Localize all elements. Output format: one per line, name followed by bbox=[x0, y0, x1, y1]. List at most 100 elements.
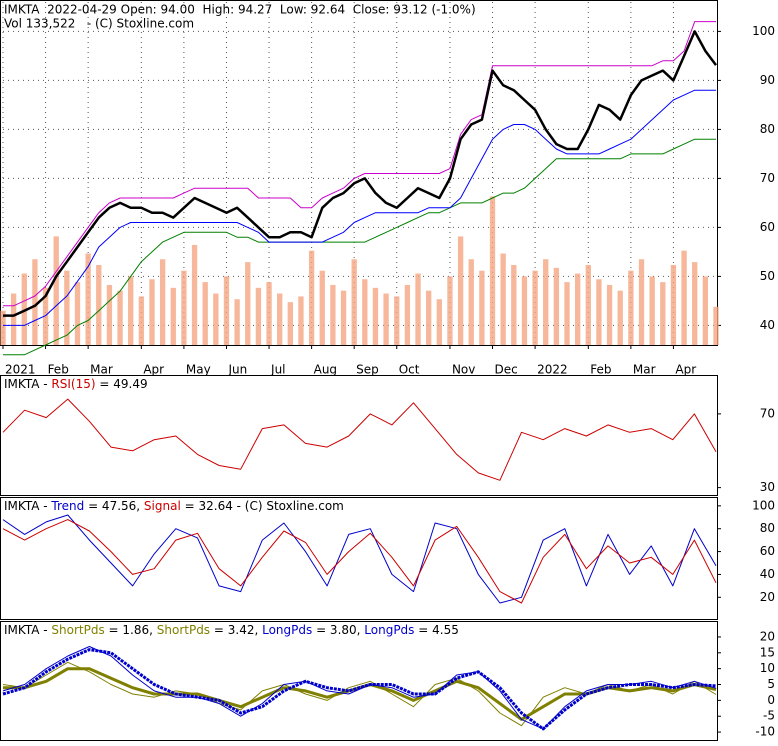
title-part: LongPds bbox=[262, 623, 312, 637]
y-tick-label: 20 bbox=[760, 590, 775, 604]
volume-bar bbox=[564, 282, 570, 345]
volume-bar bbox=[511, 264, 517, 345]
x-tick-label: 2022 bbox=[537, 363, 568, 377]
volume-bar bbox=[0, 310, 6, 345]
x-tick-label: Dec bbox=[495, 363, 518, 377]
panel bbox=[0, 375, 718, 496]
volume-bar bbox=[426, 290, 432, 345]
title-part: ShortPds bbox=[157, 623, 210, 637]
x-tick-label: Feb bbox=[48, 363, 69, 377]
panel bbox=[0, 497, 718, 620]
volume-bar bbox=[596, 279, 602, 345]
series-line bbox=[3, 21, 716, 307]
volume-bar bbox=[553, 267, 560, 345]
x-tick-label: Nov bbox=[452, 363, 475, 377]
title-part: IMKTA - bbox=[4, 499, 51, 513]
volume-bar bbox=[628, 270, 634, 345]
panel-title: IMKTA - RSI(15) = 49.49 bbox=[4, 377, 148, 391]
volume-bar bbox=[298, 296, 304, 345]
panel-title: IMKTA - ShortPds = 1.86, ShortPds = 3.42… bbox=[4, 623, 459, 637]
title-part: IMKTA - bbox=[4, 377, 51, 391]
series-line bbox=[2, 514, 717, 604]
volume-bar bbox=[692, 262, 698, 345]
volume-bar bbox=[383, 293, 389, 345]
y-tick-label: 60 bbox=[760, 544, 775, 558]
x-tick-label: 2021 bbox=[5, 363, 36, 377]
volume-bar bbox=[340, 290, 347, 345]
x-tick-label: Mar bbox=[633, 363, 656, 377]
volume-bar bbox=[223, 276, 230, 345]
volume-bar bbox=[362, 279, 368, 345]
series-line bbox=[3, 89, 716, 326]
y-tick-label: -10 bbox=[755, 725, 775, 739]
y-tick-label: 80 bbox=[760, 122, 775, 136]
x-tick-label: Sep bbox=[356, 363, 379, 377]
volume-bar bbox=[74, 282, 81, 345]
volume-bar bbox=[457, 236, 464, 345]
y-tick-label: 90 bbox=[760, 73, 775, 87]
series-line bbox=[3, 138, 716, 356]
volume-bar bbox=[64, 270, 70, 345]
y-tick-label: 30 bbox=[760, 480, 775, 494]
volume-bar bbox=[202, 282, 208, 345]
volume-bar bbox=[245, 262, 251, 345]
y-tick-label: 100 bbox=[752, 498, 775, 512]
y-tick-label: 50 bbox=[760, 269, 775, 283]
volume-bar bbox=[702, 276, 709, 345]
volume-bar bbox=[447, 276, 453, 345]
volume-bar bbox=[213, 293, 219, 345]
volume-bar bbox=[638, 259, 645, 345]
title-part: = 3.80, bbox=[312, 623, 364, 637]
title-part: Signal bbox=[144, 499, 181, 513]
y-tick-label: 0 bbox=[767, 693, 775, 707]
volume-bar bbox=[42, 287, 49, 345]
volume-bar bbox=[649, 276, 655, 345]
volume-bar bbox=[479, 270, 485, 345]
x-tick-label: Jul bbox=[270, 363, 285, 377]
series-line bbox=[3, 30, 717, 317]
volume-bar bbox=[489, 196, 496, 345]
volume-bar bbox=[617, 290, 623, 345]
volume-bar bbox=[277, 293, 283, 345]
y-tick-label: 15 bbox=[760, 645, 775, 659]
volume-bar bbox=[106, 284, 113, 345]
title-part: IMKTA - bbox=[4, 623, 51, 637]
volume-bar bbox=[149, 279, 155, 345]
y-tick-label: -5 bbox=[763, 709, 775, 723]
volume-bar bbox=[330, 284, 336, 345]
y-tick-label: 20 bbox=[760, 629, 775, 643]
x-tick-label: Jun bbox=[227, 363, 247, 377]
x-tick-label: Aug bbox=[314, 363, 337, 377]
title-part: = 49.49 bbox=[96, 377, 148, 391]
series-line bbox=[2, 519, 717, 604]
volume-bar bbox=[159, 259, 166, 345]
title-part: LongPds bbox=[364, 623, 414, 637]
volume-bar bbox=[681, 250, 687, 345]
title-part: ShortPds bbox=[51, 623, 104, 637]
series-line bbox=[2, 661, 717, 727]
title-part: = 1.86, bbox=[105, 623, 157, 637]
volume-bar bbox=[372, 287, 379, 345]
volume-bar bbox=[394, 296, 400, 345]
volume-bar bbox=[351, 259, 357, 345]
volume-bar bbox=[181, 270, 187, 345]
y-tick-label: 70 bbox=[760, 171, 775, 185]
title-part: = 4.55 bbox=[414, 623, 458, 637]
x-tick-label: Feb bbox=[590, 363, 611, 377]
volume-bar bbox=[585, 264, 591, 345]
y-tick-label: 10 bbox=[760, 661, 775, 675]
volume-bar bbox=[170, 287, 176, 345]
volume-bar bbox=[532, 270, 538, 345]
volume-bar bbox=[319, 270, 325, 345]
volume-bar bbox=[191, 244, 198, 345]
volume-bar bbox=[308, 250, 315, 345]
volume-bar bbox=[96, 264, 102, 345]
y-tick-label: 80 bbox=[760, 521, 775, 535]
volume-bar bbox=[266, 282, 272, 345]
volume-bar bbox=[85, 253, 91, 345]
volume-bar bbox=[436, 299, 442, 345]
volume-bar bbox=[138, 296, 145, 345]
volume-bar bbox=[574, 273, 581, 345]
title-part: RSI(15) bbox=[51, 377, 95, 391]
